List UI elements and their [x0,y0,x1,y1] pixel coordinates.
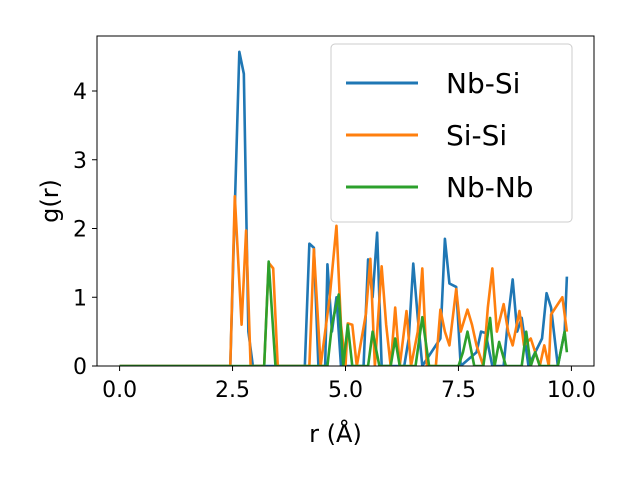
axes: 0.0 2.5 5.0 7.5 10.0 0 1 2 3 4 r (Å) g(r) [36,35,596,448]
legend-box [330,43,573,223]
x-tick-label: 0.0 [102,378,137,403]
y-tick-label: 4 [73,80,87,105]
series-line-nb-si [119,50,569,366]
x-tick-label: 7.5 [441,378,476,403]
x-tick-label: 2.5 [215,378,250,403]
legend-label-nb-si: Nb-Si [446,67,520,100]
series-line-nb-nb [119,260,569,366]
legend-label-si-si: Si-Si [446,119,507,152]
series-line-si-si [119,194,569,366]
x-tick-label: 10.0 [547,378,596,403]
y-tick-label: 1 [73,286,87,311]
y-axis-label: g(r) [36,179,64,223]
plot-lines [119,50,569,366]
y-tick-label: 0 [73,355,87,380]
legend-label-nb-nb: Nb-Nb [446,171,534,204]
x-axis-label: r (Å) [309,419,362,448]
x-tick-label: 5.0 [328,378,363,403]
legend: Nb-Si Si-Si Nb-Nb [330,43,573,223]
y-tick-label: 3 [73,149,87,174]
y-tick-label: 2 [73,218,87,243]
